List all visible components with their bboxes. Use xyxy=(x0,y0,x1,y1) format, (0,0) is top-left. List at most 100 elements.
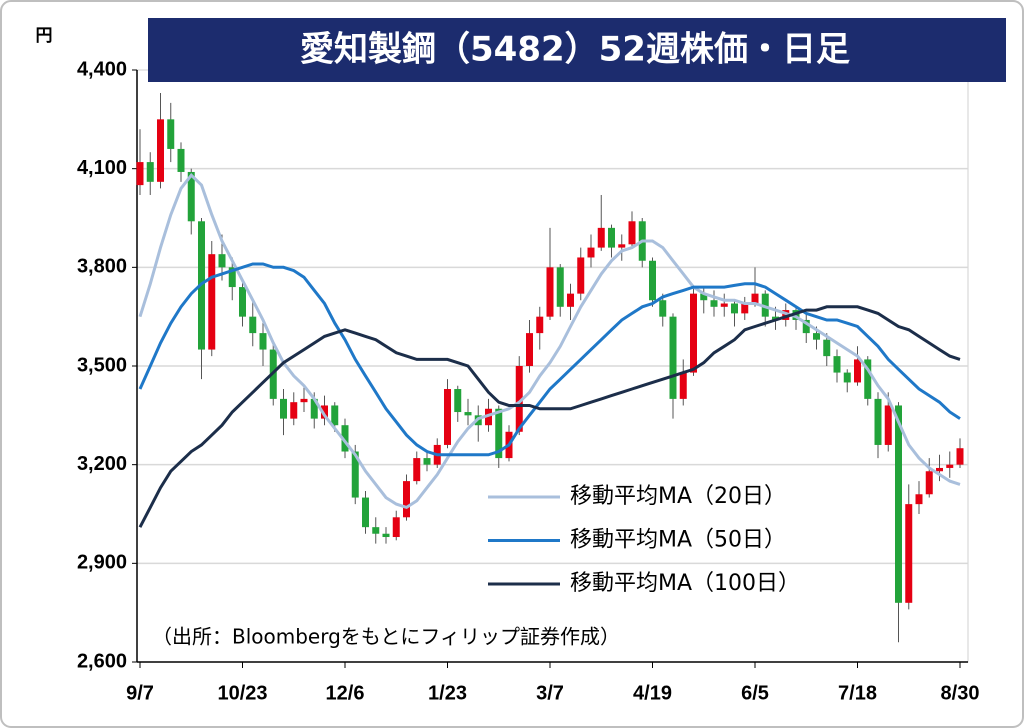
candle-body xyxy=(895,405,902,603)
title-box xyxy=(148,18,1006,82)
candle-body xyxy=(536,316,544,334)
candle-body xyxy=(187,171,195,222)
candle-body xyxy=(731,303,738,314)
x-tick-label: 8/30 xyxy=(941,682,980,704)
candle-body xyxy=(177,148,185,172)
candle-body xyxy=(597,227,605,248)
candle-body xyxy=(300,398,308,403)
candle-body xyxy=(946,464,954,468)
candle-body xyxy=(310,398,318,419)
y-tick-label: 3,500 xyxy=(77,354,127,376)
candle-body xyxy=(351,451,359,498)
candle-body xyxy=(915,494,923,505)
candle-body xyxy=(413,458,421,482)
candle-body xyxy=(618,244,626,248)
candle-body xyxy=(649,260,656,301)
x-tick-label: 3/7 xyxy=(536,682,564,704)
candle-body xyxy=(249,316,257,334)
candle-body xyxy=(290,402,298,419)
candle-body xyxy=(884,405,892,445)
candle-body xyxy=(259,333,267,350)
y-tick-label: 2,900 xyxy=(77,552,127,574)
candle-body xyxy=(813,333,820,340)
candle-body xyxy=(546,267,554,317)
candle-body xyxy=(341,425,349,452)
ma-line xyxy=(138,172,961,510)
candle-body xyxy=(700,293,708,301)
x-tick-label: 6/5 xyxy=(741,682,769,704)
candle-body xyxy=(485,408,492,426)
candle-body xyxy=(925,471,933,495)
candle-body xyxy=(382,533,390,538)
x-tick-label: 7/18 xyxy=(838,682,877,704)
legend-label: 移動平均MA（20日） xyxy=(570,484,786,509)
candle-body xyxy=(802,319,810,334)
candle-body xyxy=(495,408,503,459)
candle-body xyxy=(239,287,246,317)
candle-body xyxy=(854,359,861,383)
candle-body xyxy=(720,303,728,307)
candle-body xyxy=(782,310,790,320)
x-tick-label: 4/19 xyxy=(633,682,672,704)
y-tick-label: 3,800 xyxy=(77,256,127,278)
candle-body xyxy=(218,254,226,268)
candle-body xyxy=(280,398,287,419)
x-tick-label: 10/23 xyxy=(217,682,267,704)
candle-body xyxy=(146,162,154,182)
candle-body xyxy=(843,372,851,383)
candle-body xyxy=(444,389,451,445)
y-tick-label: 2,600 xyxy=(77,650,127,672)
candle-body xyxy=(833,356,841,373)
candle-body xyxy=(956,448,964,465)
grid: 2,600 2,900 3,200 3,500 3,800 4,100 4,400 9/7 10… xyxy=(77,58,980,704)
candle-body xyxy=(751,293,759,304)
legend-label: 移動平均MA（100日） xyxy=(570,571,800,596)
candle-body xyxy=(454,389,462,413)
candle-body xyxy=(792,310,800,320)
candle-body xyxy=(526,333,533,366)
x-tick-label: 1/23 xyxy=(428,682,467,704)
candle-body xyxy=(136,162,144,186)
legend-label: 移動平均MA（50日） xyxy=(570,528,786,553)
candle-body xyxy=(772,316,779,320)
candle-body xyxy=(905,504,913,603)
candle-body xyxy=(679,372,687,399)
x-tick-label: 12/6 xyxy=(326,682,365,704)
candle-body xyxy=(392,517,400,538)
candle-body xyxy=(362,497,369,528)
y-tick-label: 3,200 xyxy=(77,453,127,475)
candle-body xyxy=(321,405,328,419)
candle-body xyxy=(741,303,749,314)
ma-lines xyxy=(138,172,961,528)
candle-body xyxy=(608,227,615,248)
candles xyxy=(136,93,964,643)
candle-body xyxy=(864,359,872,399)
candle-body xyxy=(208,254,216,350)
candle-body xyxy=(761,293,769,317)
legend: 移動平均MA（20日） 移動平均MA（50日） 移動平均MA（100日） xyxy=(484,479,844,602)
candle-body xyxy=(167,119,175,149)
candle-body xyxy=(936,467,943,472)
candle-body xyxy=(423,458,431,465)
candle-body xyxy=(556,267,564,307)
candle-body xyxy=(372,527,380,534)
candle-body xyxy=(157,119,164,182)
annotation: （出所：Bloombergをもとにフィリップ証券作成） xyxy=(152,625,620,649)
candle-body xyxy=(659,300,667,317)
y-tick-label: 4,400 xyxy=(77,58,127,80)
candle-body xyxy=(515,366,523,432)
candle-body xyxy=(228,267,236,288)
candle-body xyxy=(823,339,831,357)
candle-body xyxy=(669,316,677,399)
candle-body xyxy=(577,257,585,294)
chart-title: 愛知製鋼（5482）52週株価・日足 xyxy=(300,30,850,70)
candle-body xyxy=(464,412,472,416)
x-tick-label: 9/7 xyxy=(126,682,154,704)
candle-body xyxy=(567,293,574,307)
candle-body xyxy=(710,300,718,307)
candle-body xyxy=(587,247,595,258)
y-tick-label: 4,100 xyxy=(77,157,127,179)
ma-line xyxy=(138,262,961,457)
